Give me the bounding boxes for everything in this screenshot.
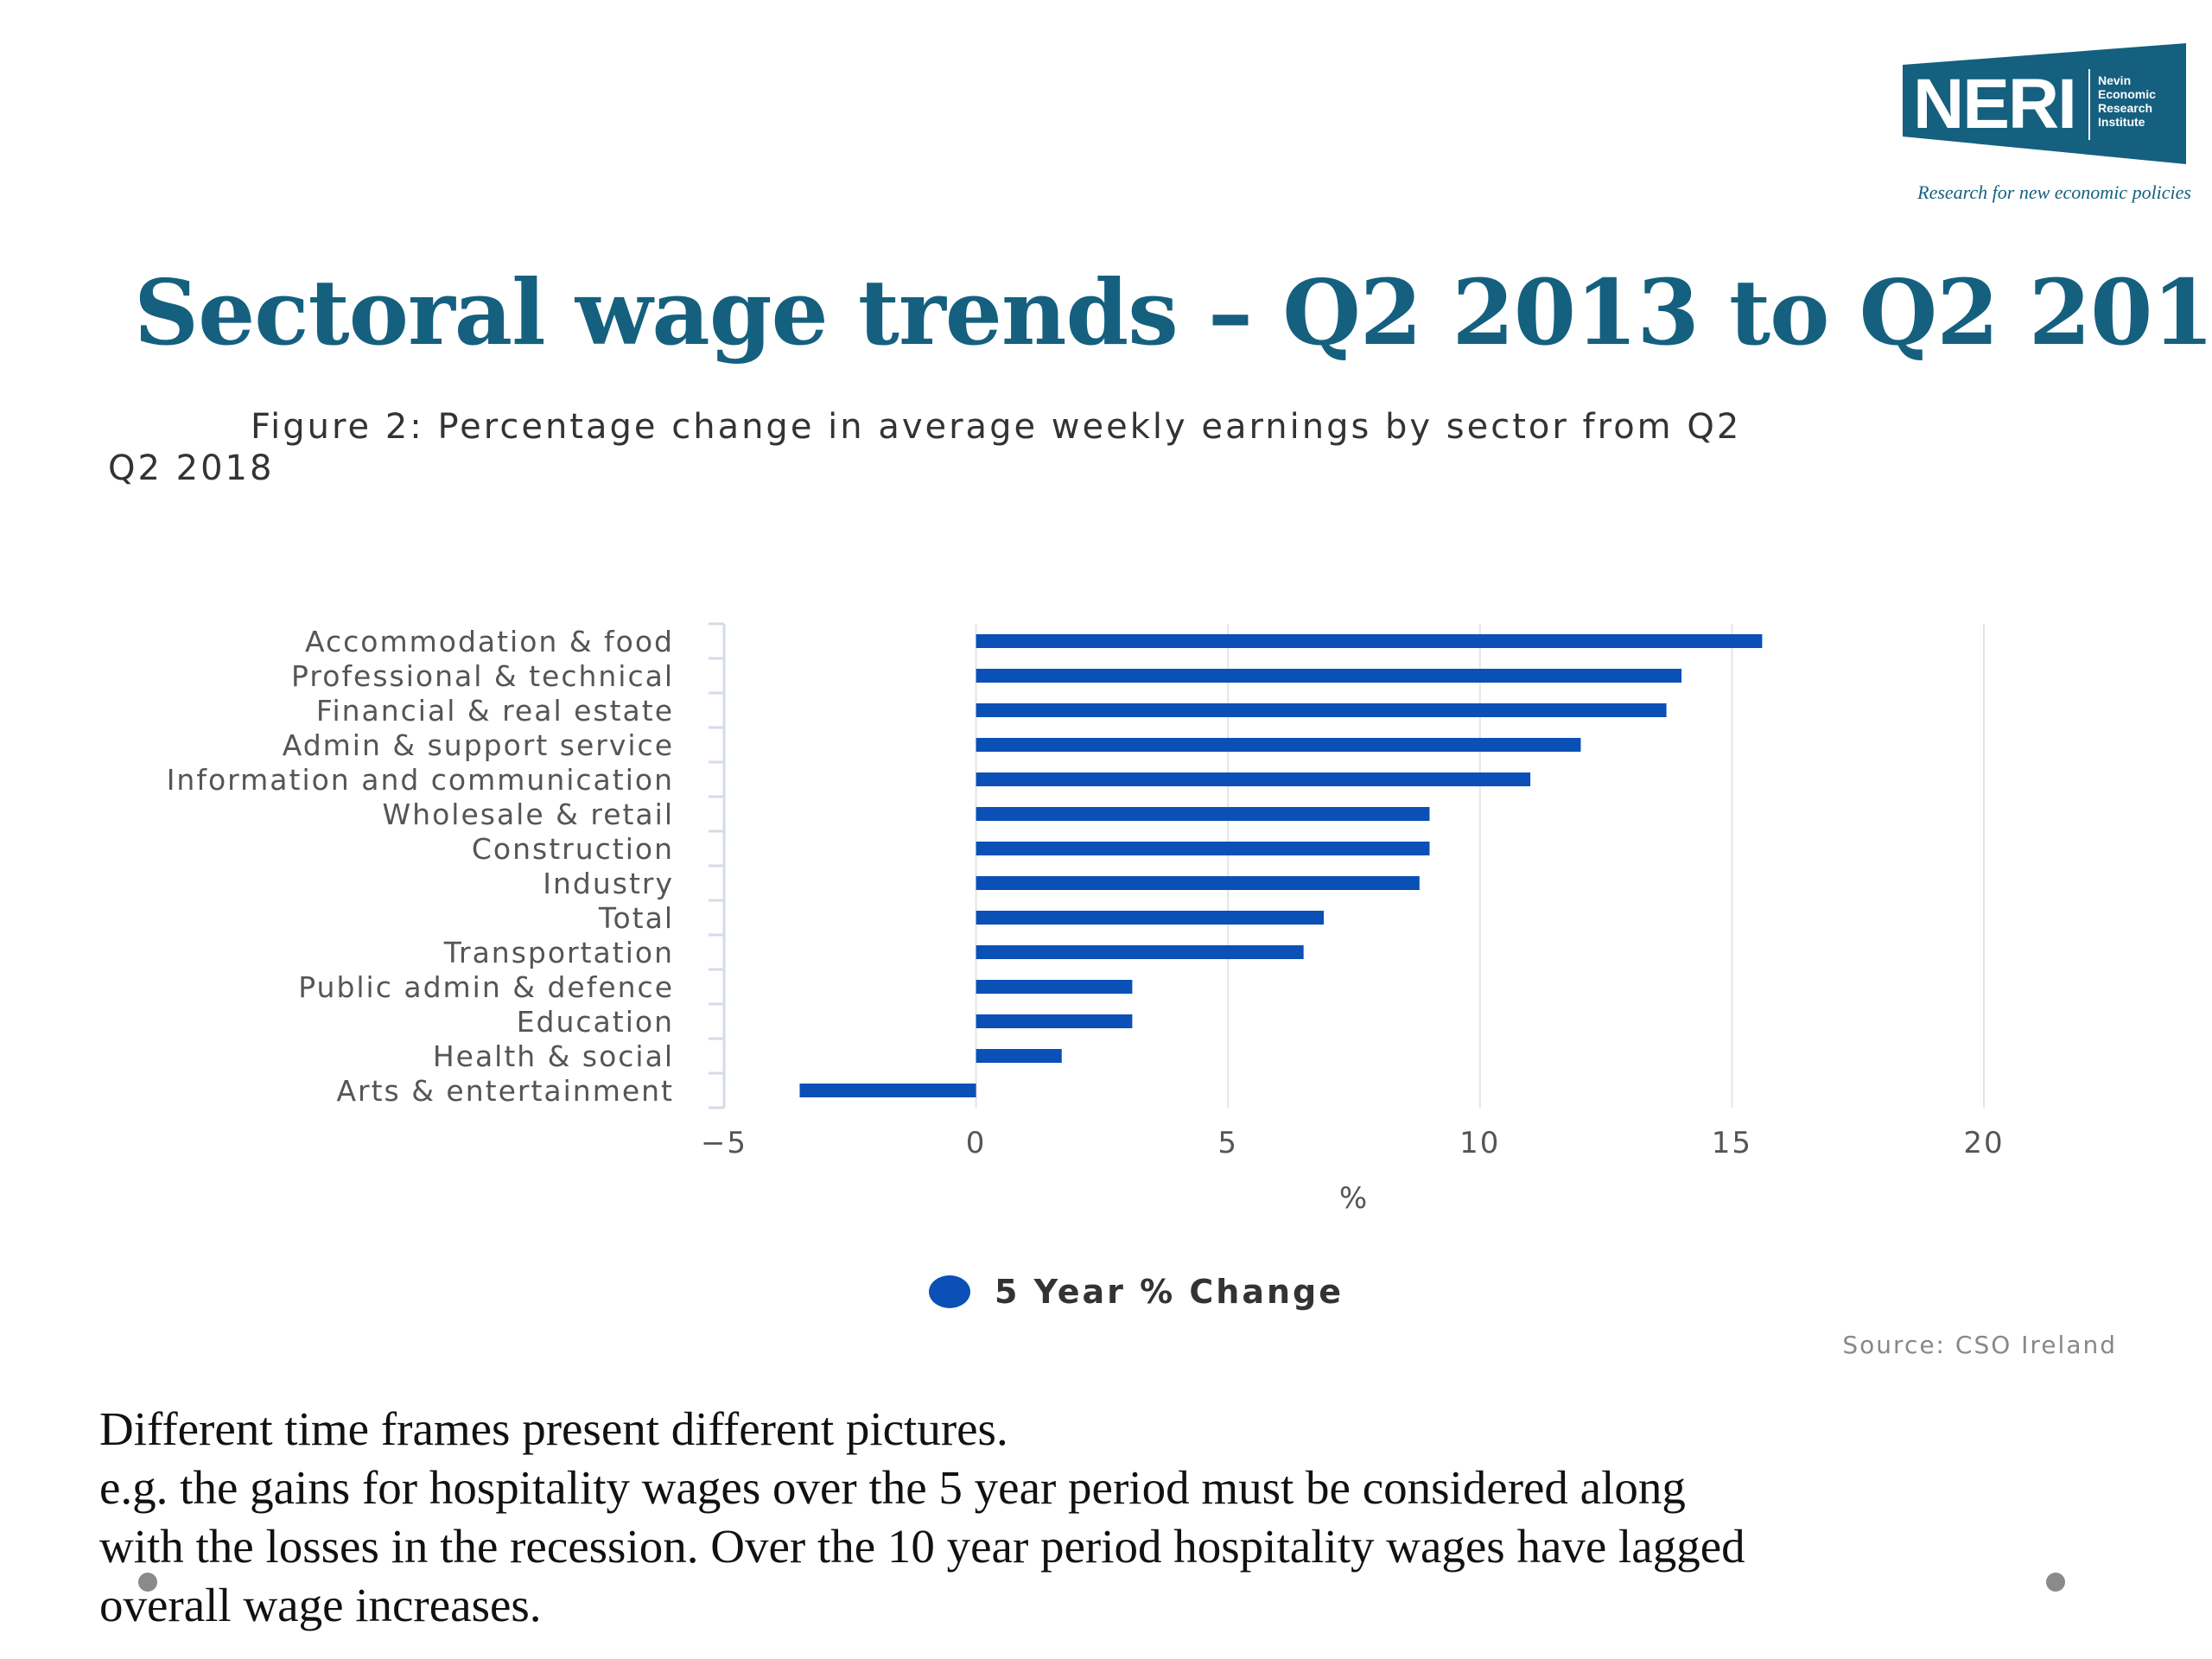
bar — [976, 703, 1667, 717]
legend-marker — [929, 1275, 970, 1308]
slide-title: Sectoral wage trends – Q2 2013 to Q2 201… — [134, 259, 2212, 365]
x-tick-label: 20 — [1963, 1126, 2004, 1160]
body-line-3: with the losses in the recession. Over t… — [99, 1520, 1745, 1573]
category-label: Health & social — [433, 1039, 674, 1073]
category-ticks — [709, 622, 724, 1109]
x-tick-label: 15 — [1712, 1126, 1752, 1160]
logo-wordmark: NERI — [1913, 65, 2075, 143]
x-tick-label: 10 — [1459, 1126, 1500, 1160]
bar — [976, 807, 1430, 821]
category-label: Financial & real estate — [316, 694, 674, 728]
bar — [976, 911, 1325, 925]
category-label: Industry — [543, 867, 674, 900]
neri-logo: NERI Nevin Economic Research Institute — [1901, 43, 2195, 207]
bar — [976, 980, 1133, 994]
figure-caption-line-2: Q2 2018 — [108, 448, 275, 488]
gridlines — [975, 624, 1985, 1108]
category-label: Professional & technical — [291, 659, 674, 693]
x-tick-labels: −5 0 5 10 15 20 — [701, 1126, 2004, 1160]
bar — [976, 772, 1531, 786]
logo-line-2: Economic — [2098, 87, 2156, 101]
x-tick-label: −5 — [701, 1126, 747, 1160]
category-label: Total — [598, 901, 674, 935]
bar — [976, 876, 1420, 890]
legend[interactable]: 5 Year % Change — [929, 1270, 1344, 1313]
category-label: Construction — [472, 832, 674, 866]
bar — [976, 945, 1304, 959]
category-label: Public admin & defence — [298, 970, 674, 1004]
category-label: Arts & entertainment — [336, 1074, 674, 1108]
legend-label: 5 Year % Change — [995, 1273, 1344, 1311]
x-axis-label: % — [1339, 1181, 1367, 1216]
x-tick-label: 5 — [1217, 1126, 1238, 1160]
body-line-4: overall wage increases. — [99, 1579, 542, 1631]
logo-line-1: Nevin — [2098, 73, 2131, 87]
bar — [976, 1049, 1062, 1063]
bars — [799, 634, 1763, 1097]
bar — [976, 669, 1682, 683]
body-text: Different time frames present different … — [99, 1400, 2044, 1635]
bar — [799, 1084, 976, 1097]
body-line-1: Different time frames present different … — [99, 1402, 1008, 1455]
logo-tagline: Research for new economic policies — [1917, 181, 2191, 203]
bar — [976, 738, 1581, 752]
category-label: Education — [517, 1005, 674, 1039]
category-label: Accommodation & food — [305, 625, 674, 658]
x-tick-label: 0 — [966, 1126, 987, 1160]
bar — [976, 634, 1763, 648]
source-credit: Source: CSO Ireland — [1842, 1331, 2117, 1359]
category-label: Transportation — [443, 936, 674, 969]
body-line-2: e.g. the gains for hospitality wages ove… — [99, 1461, 1686, 1514]
bar — [976, 1014, 1133, 1028]
figure-caption: Figure 2: Percentage change in average w… — [108, 406, 2052, 489]
logo-line-3: Research — [2098, 101, 2152, 115]
bullet-dot-right — [2046, 1573, 2065, 1592]
category-label: Wholesale & retail — [383, 798, 674, 831]
logo-line-4: Institute — [2098, 115, 2145, 129]
bar — [976, 842, 1430, 855]
figure-caption-line-1: Figure 2: Percentage change in average w… — [251, 407, 1742, 447]
bullet-dot-left — [138, 1573, 157, 1592]
category-label: Information and communication — [167, 763, 674, 797]
category-label: Admin & support service — [283, 728, 674, 762]
